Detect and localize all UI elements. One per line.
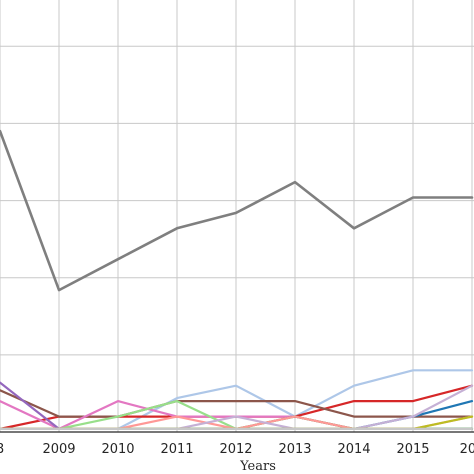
x-tick-labels: 8 2009 2010 2011 2012 2013 2014 2015 201 — [0, 442, 474, 457]
x-tick-label: 8 — [0, 442, 4, 457]
series-line — [0, 129, 474, 292]
x-tick-label: 2012 — [219, 442, 252, 457]
x-tick-label: 201 — [460, 442, 474, 457]
grid-layer — [0, 0, 474, 432]
x-tick-label: 2011 — [160, 442, 193, 457]
x-tick-label: 2013 — [278, 442, 311, 457]
x-tick-label: 2009 — [42, 442, 75, 457]
x-tick-label: 2015 — [396, 442, 429, 457]
x-axis-label: Years — [239, 459, 276, 474]
x-tick-label: 2014 — [337, 442, 370, 457]
series-line — [0, 389, 474, 418]
series-layer — [0, 129, 474, 430]
x-tick-label: 2010 — [101, 442, 134, 457]
